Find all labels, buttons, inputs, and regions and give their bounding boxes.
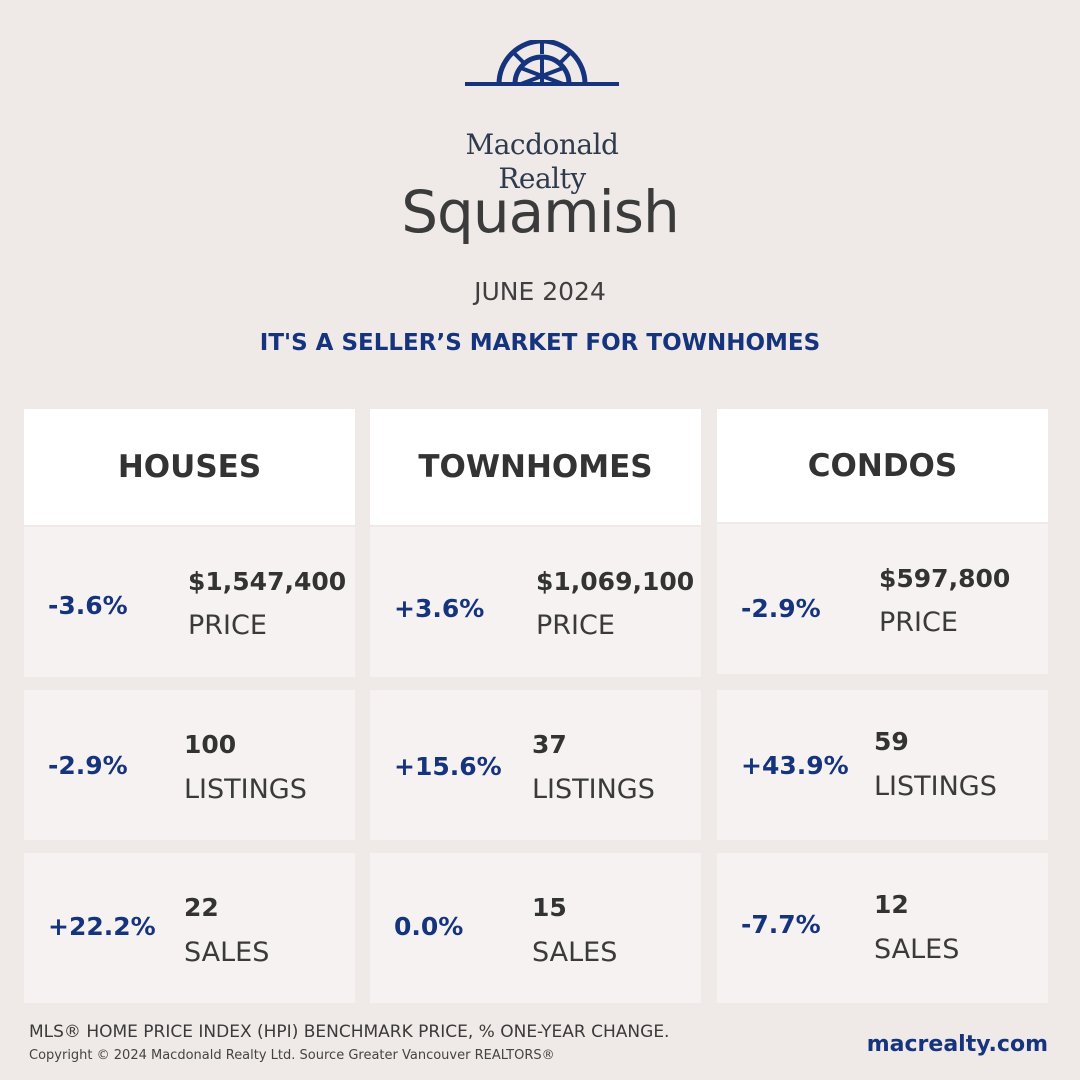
price-label: PRICE	[879, 607, 958, 638]
listings-change: -2.9%	[48, 751, 128, 780]
sales-value: 15	[532, 893, 567, 922]
price-label: PRICE	[536, 610, 615, 641]
listings-value: 59	[874, 727, 909, 756]
listings-value: 37	[532, 730, 567, 759]
houses-column: HOUSES -3.6% $1,547,400 PRICE -2.9% 100 …	[24, 409, 355, 1003]
townhomes-listings-card: +15.6% 37 LISTINGS	[370, 690, 701, 840]
sales-label: SALES	[184, 937, 270, 968]
condos-listings-card: +43.9% 59 LISTINGS	[717, 690, 1048, 840]
price-label: PRICE	[188, 610, 267, 641]
price-change: +3.6%	[394, 594, 485, 623]
houses-sales-card: +22.2% 22 SALES	[24, 853, 355, 1003]
condos-column: CONDOS -2.9% $597,800 PRICE +43.9% 59 LI…	[717, 409, 1048, 1003]
website-link[interactable]: macrealty.com	[866, 1032, 1048, 1057]
price-change: -2.9%	[741, 594, 821, 623]
price-value: $1,547,400	[188, 567, 347, 596]
price-change: -3.6%	[48, 591, 128, 620]
townhomes-header: TOWNHOMES	[370, 409, 701, 525]
condos-header: CONDOS	[717, 409, 1048, 522]
townhomes-sales-card: 0.0% 15 SALES	[370, 853, 701, 1003]
market-headline: IT'S A SELLER’S MARKET FOR TOWNHOMES	[259, 330, 821, 356]
townhomes-column: TOWNHOMES +3.6% $1,069,100 PRICE +15.6% …	[370, 409, 701, 1003]
sales-value: 12	[874, 890, 909, 919]
brand-logo: Macdonald Realty	[465, 40, 619, 195]
condos-sales-card: -7.7% 12 SALES	[717, 853, 1048, 1003]
listings-label: LISTINGS	[184, 774, 307, 805]
price-value: $1,069,100	[536, 567, 695, 596]
houses-listings-card: -2.9% 100 LISTINGS	[24, 690, 355, 840]
sales-value: 22	[184, 893, 219, 922]
condos-price-card: -2.9% $597,800 PRICE	[717, 524, 1048, 674]
report-period: JUNE 2024	[474, 277, 606, 306]
houses-price-card: -3.6% $1,547,400 PRICE	[24, 527, 355, 677]
brand-name-line1: Macdonald	[465, 128, 619, 161]
sales-change: +22.2%	[48, 912, 156, 941]
sales-label: SALES	[874, 934, 960, 965]
copyright-text: Copyright © 2024 Macdonald Realty Ltd. S…	[29, 1048, 555, 1063]
listings-label: LISTINGS	[874, 771, 997, 802]
houses-header: HOUSES	[24, 409, 355, 525]
listings-change: +43.9%	[741, 751, 849, 780]
hpi-footnote: MLS® HOME PRICE INDEX (HPI) BENCHMARK PR…	[29, 1022, 670, 1042]
city-title: Squamish	[401, 178, 680, 246]
listings-change: +15.6%	[394, 752, 502, 781]
listings-value: 100	[184, 730, 237, 759]
listings-label: LISTINGS	[532, 774, 655, 805]
brand-name-line2: Realty	[498, 162, 586, 195]
sales-change: 0.0%	[394, 912, 464, 941]
logo-mark-icon	[465, 40, 619, 86]
sales-change: -7.7%	[741, 910, 821, 939]
price-value: $597,800	[879, 564, 1011, 593]
sales-label: SALES	[532, 937, 618, 968]
townhomes-price-card: +3.6% $1,069,100 PRICE	[370, 527, 701, 677]
